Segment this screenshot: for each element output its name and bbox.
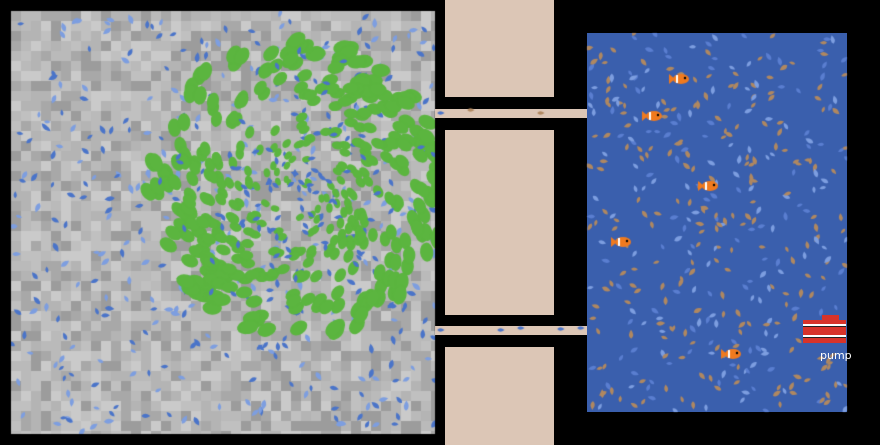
pump-label: pump: [820, 349, 852, 362]
pump-icon[interactable]: [803, 315, 846, 343]
